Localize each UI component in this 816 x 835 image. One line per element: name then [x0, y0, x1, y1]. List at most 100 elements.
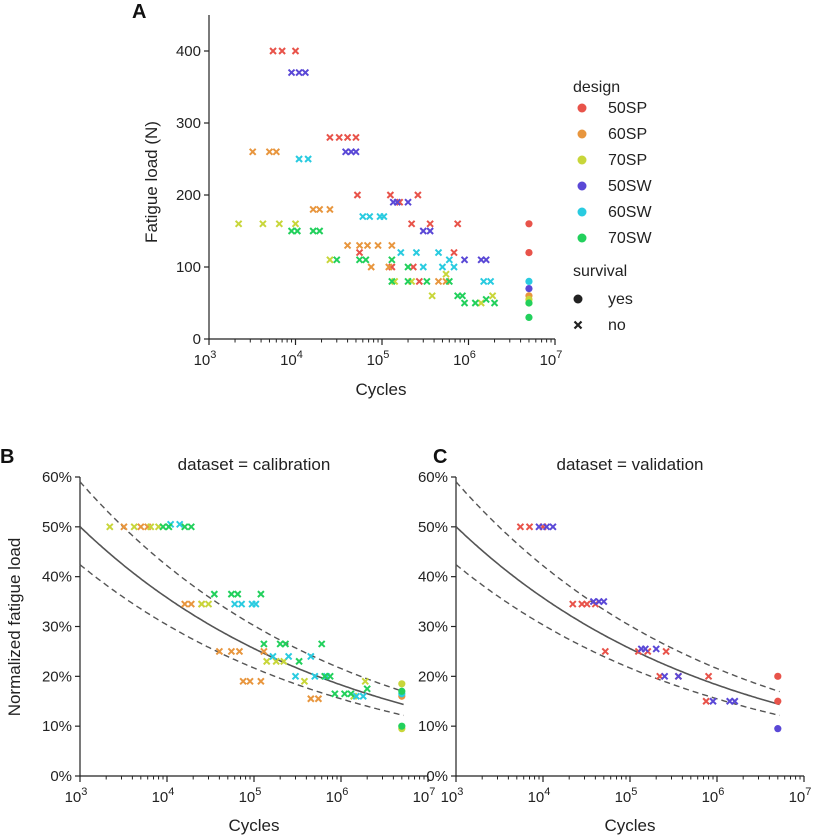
point-60SW-failed [291, 672, 300, 681]
point-70SW-survived [398, 687, 406, 695]
upper-bound-curve [455, 481, 780, 693]
panel-a-legend: design survival 50SP 60SP 70SP 50SW 60SW 70SW… [573, 79, 652, 334]
x-tick-label: 103 [65, 786, 88, 806]
x-tick-exponent: 7 [805, 786, 811, 798]
point-60SP-failed [367, 263, 375, 271]
y-tick-label: 40% [42, 569, 72, 586]
point-70SP-failed [326, 256, 334, 264]
y-tick-label: 60% [42, 469, 72, 486]
point-50SP-failed [525, 523, 534, 531]
point-50SW-failed [652, 645, 660, 653]
point-50SW-failed [549, 523, 557, 531]
point-50SW-failed [535, 523, 543, 531]
point-70SW-failed [423, 277, 431, 286]
point-70SP-failed [300, 677, 309, 686]
x-tick-label: 103 [441, 786, 464, 806]
point-50SW-failed [287, 68, 296, 77]
x-tick-label: 104 [528, 786, 551, 806]
legend-label-70SW: 70SW [608, 230, 652, 247]
point-60SP-failed [227, 647, 236, 656]
point-60SW-failed [237, 600, 246, 608]
point-60SP-failed [315, 205, 324, 214]
point-50SP-failed [453, 220, 462, 228]
point-70SW-failed [404, 277, 412, 286]
lower-bound-curve [79, 564, 404, 717]
point-70SW-failed [482, 295, 490, 304]
panel-a-letter: A [132, 1, 146, 23]
point-70SP-failed [428, 292, 436, 300]
point-50SP-survived [774, 672, 782, 680]
x-tick-label: 107 [540, 349, 563, 369]
point-60SP-failed [137, 523, 145, 531]
point-60SW-failed [284, 652, 293, 661]
point-50SW-failed [352, 148, 360, 156]
x-tick-exponent: 6 [470, 349, 476, 361]
x-tick-exponent: 7 [429, 786, 435, 798]
panel-b-ylabel: Normalized fatigue load [5, 538, 24, 717]
point-70SP-survived [398, 680, 406, 688]
x-tick-label: 104 [280, 349, 303, 369]
point-50SP-failed [326, 133, 334, 142]
panel-a-ylabel: Fatigue load (N) [142, 121, 161, 243]
point-50SP-failed [426, 220, 434, 228]
x-tick-exponent: 6 [718, 786, 724, 798]
panel-b-marks [106, 520, 406, 733]
point-70SW-failed [309, 227, 317, 235]
point-60SW-failed [445, 256, 454, 264]
point-60SP-failed [374, 241, 382, 250]
point-70SW-survived [525, 299, 533, 307]
y-tick-label: 0% [426, 768, 448, 785]
point-60SP-failed [434, 277, 443, 286]
panel-b-curves [79, 481, 404, 717]
legend-label-yes: yes [608, 291, 633, 308]
point-60SW-failed [352, 692, 361, 700]
point-50SW-failed [482, 256, 490, 264]
fit-curve [79, 526, 404, 706]
y-tick-label: 60% [418, 469, 448, 486]
point-70SW-failed [210, 590, 219, 598]
point-70SW-failed [445, 277, 454, 286]
point-60SW-failed [397, 248, 405, 257]
point-70SW-failed [317, 640, 326, 648]
panel-c-letter: C [433, 446, 447, 468]
y-tick-label: 100 [176, 259, 201, 276]
point-70SP-failed [477, 299, 485, 307]
point-60SW-failed [419, 263, 427, 271]
point-50SW-failed [426, 227, 434, 235]
point-60SW-failed [252, 600, 260, 608]
panel-c-title: dataset = validation [557, 455, 704, 474]
panel-c-curves [455, 481, 780, 717]
point-70SW-failed [293, 227, 302, 235]
point-60SW-failed [412, 248, 421, 257]
point-50SP-failed [395, 198, 404, 206]
point-60SW-failed [295, 155, 303, 163]
point-60SW-failed [307, 652, 315, 661]
legend-marker-50SW [577, 181, 587, 191]
legend-marker-70SP [577, 155, 587, 165]
x-tick-label: 106 [453, 349, 476, 369]
point-70SW-failed [260, 640, 268, 648]
panel-a-xlabel: Cycles [355, 380, 406, 399]
y-tick-label: 50% [418, 519, 448, 536]
legend-marker-60SW [577, 207, 587, 217]
x-tick-exponent: 5 [383, 349, 389, 361]
point-70SW-failed [227, 590, 236, 598]
point-50SP-failed [662, 647, 670, 656]
point-60SP-failed [314, 695, 323, 703]
point-50SP-failed [386, 191, 395, 199]
point-60SW-failed [486, 277, 495, 286]
point-50SP-failed [407, 220, 416, 228]
x-tick-exponent: 3 [210, 349, 216, 361]
y-tick-label: 20% [42, 668, 72, 685]
point-50SP-survived [525, 249, 533, 257]
point-70SW-failed [281, 640, 290, 648]
x-tick-exponent: 6 [342, 786, 348, 798]
point-60SP-failed [260, 647, 268, 656]
point-70SP-failed [106, 523, 114, 531]
point-70SW-failed [363, 685, 371, 693]
point-60SP-failed [215, 647, 224, 656]
point-70SW-failed [187, 523, 195, 531]
point-50SP-failed [291, 47, 300, 55]
x-tick-exponent: 4 [297, 349, 303, 361]
